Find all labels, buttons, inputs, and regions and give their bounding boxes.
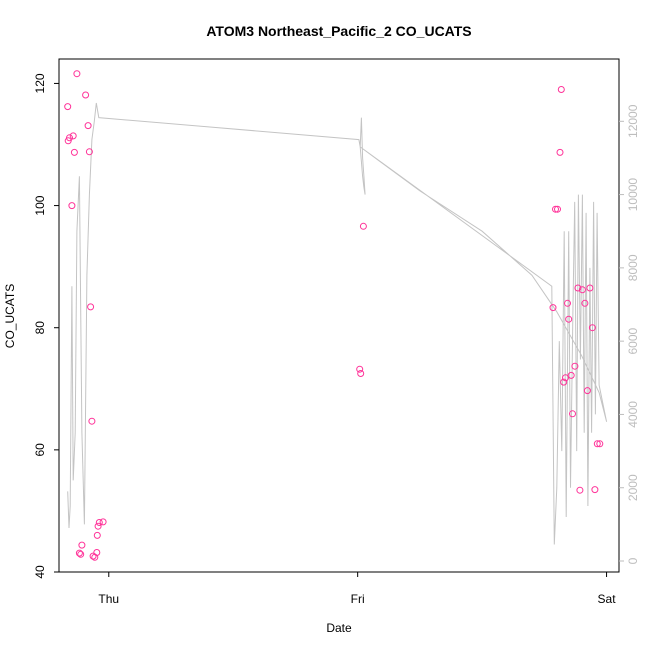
y-axis-right: 0 2000 4000 6000 8000 10000 12000 xyxy=(619,104,640,564)
y2-tick-label: 10000 xyxy=(626,178,640,212)
data-point xyxy=(94,522,102,530)
plot-area xyxy=(58,58,620,573)
data-point xyxy=(77,550,85,558)
data-point xyxy=(564,299,571,307)
data-point xyxy=(560,378,568,386)
data-point xyxy=(588,324,596,332)
data-point xyxy=(562,374,569,382)
data-point xyxy=(82,91,90,99)
data-point xyxy=(95,519,103,526)
data-point xyxy=(93,549,101,556)
data-point xyxy=(69,132,77,140)
x-axis: Thu Fri Sat xyxy=(98,572,616,606)
y2-tick-label: 8000 xyxy=(626,254,640,281)
x-tick-label: Sat xyxy=(598,592,617,606)
scatter-points xyxy=(64,70,604,561)
y2-tick-label: 6000 xyxy=(626,327,640,354)
data-point xyxy=(356,365,364,373)
data-point xyxy=(591,486,599,494)
x-tick-label: Fri xyxy=(351,592,365,606)
data-point xyxy=(574,284,582,292)
data-point xyxy=(583,387,591,395)
data-point xyxy=(73,70,81,78)
data-point xyxy=(578,286,586,294)
data-point xyxy=(68,202,76,210)
right-axis-line-series xyxy=(67,102,608,545)
y-tick-label: 100 xyxy=(33,195,47,215)
y2-tick-label: 0 xyxy=(626,557,640,564)
data-point xyxy=(554,205,561,213)
data-point xyxy=(78,541,86,549)
data-point xyxy=(70,148,78,156)
data-point xyxy=(99,518,107,526)
data-point xyxy=(581,299,589,307)
data-point xyxy=(596,440,604,448)
data-point xyxy=(549,304,557,312)
x-axis-label: Date xyxy=(326,621,352,635)
y-tick-label: 40 xyxy=(33,565,47,579)
data-point xyxy=(571,362,579,370)
data-point xyxy=(75,549,83,557)
data-point xyxy=(576,486,584,494)
y2-tick-label: 12000 xyxy=(626,104,640,138)
data-point xyxy=(567,371,575,379)
data-point xyxy=(87,303,95,311)
y2-tick-label: 2000 xyxy=(626,474,640,501)
data-point xyxy=(565,315,573,323)
series-line xyxy=(67,102,608,545)
data-point xyxy=(357,370,365,377)
data-point xyxy=(85,148,93,156)
y-tick-label: 80 xyxy=(33,321,47,335)
y-tick-label: 120 xyxy=(33,73,47,93)
data-point xyxy=(64,103,72,111)
x-tick-label: Thu xyxy=(98,592,119,606)
data-point xyxy=(66,134,73,142)
data-point xyxy=(93,531,101,539)
data-point xyxy=(84,122,92,130)
chart-title: ATOM3 Northeast_Pacific_2 CO_UCATS xyxy=(206,23,471,39)
data-point xyxy=(556,148,564,156)
data-point xyxy=(593,440,601,448)
data-point xyxy=(88,417,96,425)
data-point xyxy=(557,86,565,93)
y-tick-label: 60 xyxy=(33,443,47,457)
y-axis-left: 40 60 80 100 120 xyxy=(33,73,59,579)
data-point xyxy=(552,205,559,213)
data-point xyxy=(89,552,97,560)
data-point xyxy=(569,410,576,418)
data-point xyxy=(359,222,367,230)
y-axis-label: CO_UCATS xyxy=(3,284,17,348)
y2-tick-label: 4000 xyxy=(626,401,640,428)
data-point xyxy=(586,284,594,292)
